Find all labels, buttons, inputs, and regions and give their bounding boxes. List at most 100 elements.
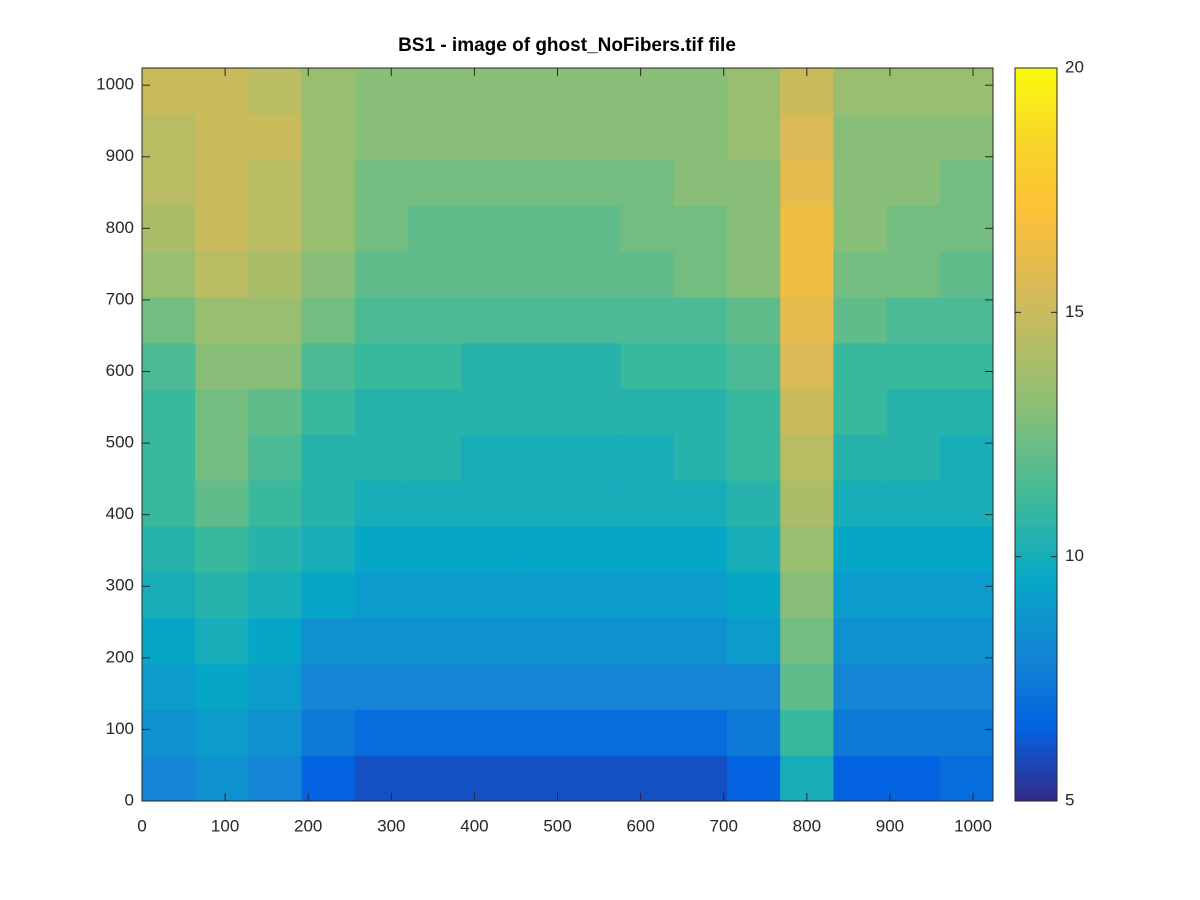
heatmap-cell [939,617,994,665]
heatmap-cell [248,480,303,527]
heatmap-cell [727,68,781,115]
heatmap-cell [407,297,462,344]
heatmap-cell [142,388,196,435]
heatmap-cell [514,709,568,756]
heatmap-cell [514,251,568,298]
heatmap-cell [780,571,834,619]
heatmap-cell [833,709,888,756]
heatmap-cell [567,342,622,390]
heatmap-cell [727,663,781,710]
heatmap-cell [195,617,249,665]
heatmap-cell [886,526,941,573]
heatmap-cell [195,480,249,527]
heatmap-cell [142,571,196,619]
heatmap-cell [567,571,622,619]
heatmap-cell [514,342,568,390]
heatmap-cell [248,571,303,619]
x-tick-label: 400 [460,816,488,835]
heatmap-cell [248,388,303,435]
heatmap-cell [567,755,622,802]
colorbar-tick-label: 20 [1065,57,1084,76]
heatmap-cell [727,571,781,619]
heatmap-cell [939,663,994,710]
heatmap-cell [248,159,303,206]
heatmap-cell [354,205,409,252]
heatmap-cell [514,434,568,481]
heatmap-cell [514,297,568,344]
colorbar-tick-label: 5 [1065,790,1074,809]
x-tick-label: 0 [137,816,146,835]
heatmap-cell [727,113,781,161]
heatmap-cell [939,755,994,802]
heatmap-cell [195,251,249,298]
heatmap-cell [620,755,675,802]
heatmap-cell [301,663,356,710]
heatmap-cell [142,113,196,161]
heatmap-cell [886,709,941,756]
heatmap-cell [142,68,196,115]
x-tick-label: 700 [710,816,738,835]
x-tick-label: 800 [793,816,821,835]
heatmap-cell [886,251,941,298]
heatmap-cell [142,434,196,481]
heatmap-cell [939,480,994,527]
heatmap-cell [886,755,941,802]
heatmap-cell [673,526,728,573]
heatmap-cell [248,617,303,665]
heatmap-cell [461,159,515,206]
heatmap-cell [407,205,462,252]
heatmap-cell [620,205,675,252]
heatmap-cell [301,617,356,665]
heatmap-cell [354,342,409,390]
heatmap-cell [620,388,675,435]
heatmap-cell [780,251,834,298]
heatmap-cell [461,388,515,435]
heatmap-cell [354,526,409,573]
x-tick-label: 500 [543,816,571,835]
heatmap-cell [727,709,781,756]
heatmap-cell [461,68,515,115]
heatmap-cell [620,617,675,665]
heatmap-cell [301,755,356,802]
heatmap-cell [886,297,941,344]
heatmap-cell [301,159,356,206]
y-tick-label: 1000 [96,75,134,94]
heatmap-cell [407,113,462,161]
heatmap-cell [354,68,409,115]
y-tick-label: 300 [106,576,134,595]
x-tick-label: 300 [377,816,405,835]
heatmap-cell [620,68,675,115]
heatmap-cell [886,68,941,115]
heatmap-cell [407,68,462,115]
heatmap-cell [142,663,196,710]
heatmap-cell [407,251,462,298]
heatmap-cell [195,159,249,206]
heatmap-cell [354,251,409,298]
heatmap-cell [301,205,356,252]
heatmap-cell [833,755,888,802]
heatmap-cell [407,663,462,710]
heatmap-cell [673,617,728,665]
heatmap-cell [461,434,515,481]
heatmap-cell [195,297,249,344]
heatmap-cell [248,755,303,802]
heatmap-cell [939,388,994,435]
heatmap-cell [514,205,568,252]
heatmap-cell [780,297,834,344]
heatmap-cell [407,342,462,390]
x-tick-label: 1000 [954,816,992,835]
heatmap-cell [833,251,888,298]
heatmap-cell [567,297,622,344]
heatmap-cell [727,755,781,802]
heatmap-cell [567,709,622,756]
heatmap-cell [195,342,249,390]
heatmap-cell [407,159,462,206]
heatmap-cell [514,755,568,802]
heatmap-cell [407,526,462,573]
heatmap-cell [301,68,356,115]
x-tick-label: 100 [211,816,239,835]
heatmap-cell [142,342,196,390]
heatmap-cell [620,251,675,298]
heatmap-cell [567,617,622,665]
